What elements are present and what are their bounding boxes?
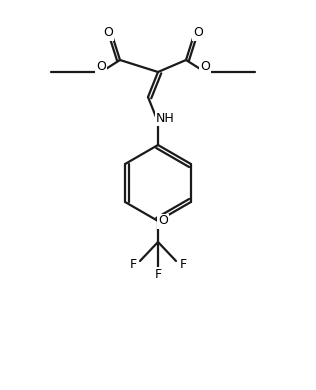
Text: F: F (155, 268, 161, 280)
Text: O: O (193, 27, 203, 39)
Text: O: O (103, 27, 113, 39)
Text: F: F (179, 259, 186, 271)
Text: O: O (200, 60, 210, 73)
Text: NH: NH (155, 112, 174, 124)
Text: O: O (158, 215, 168, 227)
Text: F: F (130, 259, 137, 271)
Text: O: O (96, 60, 106, 73)
